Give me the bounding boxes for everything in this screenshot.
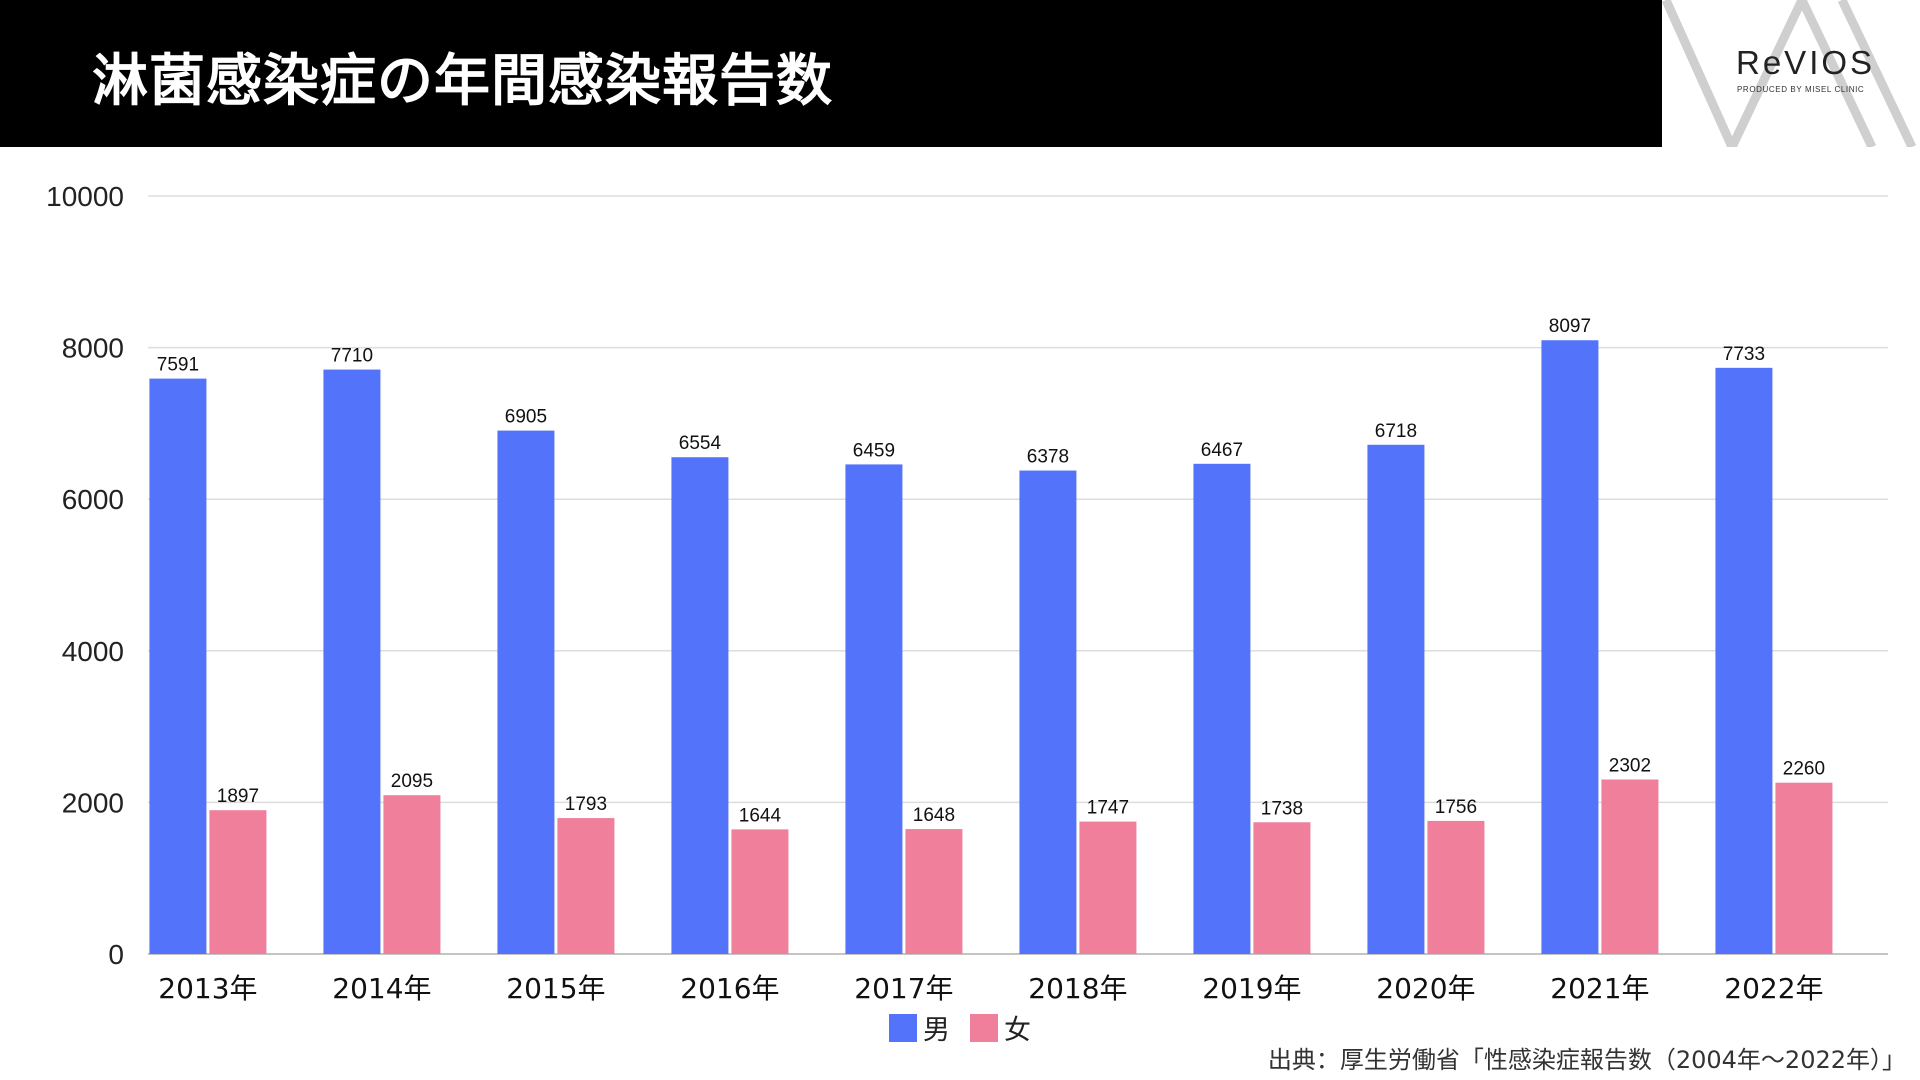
data-label: 1738 <box>1261 798 1303 819</box>
header-bar: 淋菌感染症の年間感染報告数 <box>0 0 1662 147</box>
legend-label: 女 <box>1004 1015 1031 1046</box>
y-tick-label: 6000 <box>62 484 124 515</box>
x-axis-tick-labels: 2013年 2014年 2015年 2016年 2017年 2018年 2019年 2020年… <box>158 972 1823 1005</box>
data-label: 2260 <box>1783 759 1825 780</box>
data-label: 6718 <box>1375 421 1417 442</box>
y-tick-label: 0 <box>108 939 124 970</box>
source-note: 出典：厚生労働省「性感染症報告数（2004年〜2022年）」 <box>1267 1046 1906 1074</box>
y-axis-tick-labels: 0 2000 4000 6000 8000 10000 <box>46 181 124 970</box>
bar-male-2015年 <box>497 430 555 954</box>
data-label: 1644 <box>739 805 782 826</box>
x-tick-label: 2018年 <box>1028 972 1127 1005</box>
logo-text: ReVIOS <box>1736 44 1876 81</box>
data-label: 6459 <box>853 440 895 461</box>
data-label: 1747 <box>1087 798 1129 819</box>
chart-legend: 男女 <box>0 1008 1920 1047</box>
data-label: 6378 <box>1027 447 1069 468</box>
logo-tagline: PRODUCED BY MISEL CLINIC <box>1737 85 1865 94</box>
data-label: 1648 <box>913 805 955 826</box>
chart-data-labels: 7591 1897 7710 2095 6905 1793 6554 1644 6459 1648… <box>157 316 1825 826</box>
bar-female-2019年 <box>1253 822 1311 954</box>
bar-male-2021年 <box>1541 340 1599 954</box>
data-label: 7591 <box>157 355 199 376</box>
data-label: 1897 <box>217 786 259 807</box>
x-tick-label: 2015年 <box>506 972 605 1005</box>
bar-male-2019年 <box>1193 463 1251 954</box>
y-tick-label: 8000 <box>62 333 124 364</box>
bar-female-2018年 <box>1079 821 1137 954</box>
bar-female-2022年 <box>1775 782 1833 954</box>
x-tick-label: 2014年 <box>332 972 431 1005</box>
y-tick-label: 4000 <box>62 636 124 667</box>
legend-item-male: 男 <box>889 1008 950 1047</box>
legend-item-female: 女 <box>970 1008 1031 1047</box>
legend-label: 男 <box>923 1015 950 1046</box>
data-label: 8097 <box>1549 316 1591 337</box>
bar-male-2018年 <box>1019 470 1077 954</box>
bar-female-2015年 <box>557 818 615 954</box>
x-tick-label: 2022年 <box>1724 972 1823 1005</box>
data-label: 7710 <box>331 346 373 367</box>
bar-female-2017年 <box>905 829 963 954</box>
x-tick-label: 2016年 <box>680 972 779 1005</box>
x-tick-label: 2020年 <box>1376 972 1475 1005</box>
chart-bars <box>149 340 1833 955</box>
data-label: 2095 <box>391 771 433 792</box>
data-label: 1793 <box>565 794 607 815</box>
x-tick-label: 2017年 <box>854 972 953 1005</box>
bar-male-2020年 <box>1367 444 1425 954</box>
x-tick-label: 2013年 <box>158 972 257 1005</box>
y-tick-label: 2000 <box>62 787 124 818</box>
revios-logo-mark <box>1662 0 1917 147</box>
x-tick-label: 2019年 <box>1202 972 1301 1005</box>
bar-male-2016年 <box>671 457 729 954</box>
legend-swatch <box>889 1013 917 1042</box>
bar-male-2014年 <box>323 369 381 954</box>
y-tick-label: 10000 <box>46 181 124 212</box>
bar-female-2021年 <box>1601 779 1659 954</box>
x-tick-label: 2021年 <box>1550 972 1649 1005</box>
data-label: 6905 <box>505 407 547 428</box>
bar-female-2016年 <box>731 829 789 954</box>
data-label: 1756 <box>1435 797 1477 818</box>
bar-female-2020年 <box>1427 820 1485 954</box>
page-title: 淋菌感染症の年間感染報告数 <box>92 49 833 114</box>
bar-male-2017年 <box>845 464 903 954</box>
bar-male-2022年 <box>1715 367 1773 954</box>
bar-female-2014年 <box>383 795 441 954</box>
data-label: 6467 <box>1201 440 1243 461</box>
data-label: 2302 <box>1609 756 1651 777</box>
bar-male-2013年 <box>149 378 207 955</box>
data-label: 6554 <box>679 433 722 454</box>
legend-swatch <box>970 1013 998 1042</box>
data-label: 7733 <box>1723 344 1765 365</box>
bar-female-2013年 <box>209 810 267 954</box>
